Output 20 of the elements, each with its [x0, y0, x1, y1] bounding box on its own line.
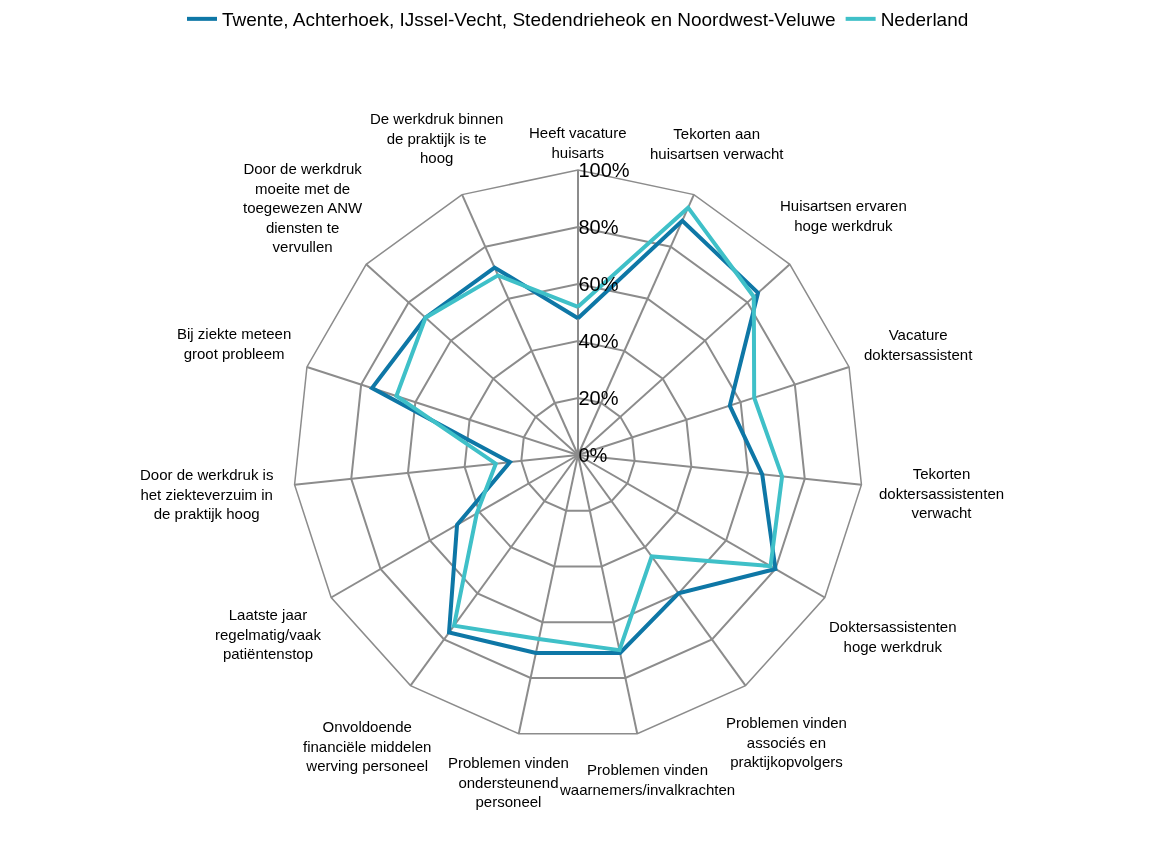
- legend-label: Nederland: [880, 9, 969, 31]
- spoke-label: Door de werkdruk is het ziekteverzuim in de praktijk hoog: [140, 466, 274, 522]
- spoke-label: De werkdruk binnen de praktijk is te hoog: [370, 110, 504, 166]
- spoke-label: Heeft vacature huisarts: [529, 124, 627, 161]
- spoke-label: Onvoldoende financiële middelen werving personeel: [303, 718, 432, 774]
- spoke-label: Problemen vinden associés en praktijkopvolgers: [726, 714, 847, 770]
- legend-label: Twente, Achterhoek, IJssel-Vecht, Stedendrieheok en Noordwest-Veluwe: [222, 9, 836, 31]
- spoke-label: Huisartsen ervaren hoge werkdruk: [780, 197, 907, 234]
- y-tick-label: 100%: [578, 158, 630, 181]
- spoke-label: Tekorten aan huisartsen verwacht: [650, 125, 785, 162]
- y-tick-label: 0%: [578, 443, 608, 466]
- y-tick-label: 20%: [578, 386, 619, 409]
- spoke-label: Vacature doktersassistent: [864, 326, 974, 363]
- spoke-label: Doktersassistenten hoge werkdruk: [829, 618, 957, 655]
- y-tick-label: 40%: [578, 329, 619, 352]
- y-tick-label: 80%: [578, 215, 619, 238]
- spoke-label: Door de werkdruk moeite met de toegewezen ANW diensten te vervullen: [243, 160, 364, 255]
- spoke-label: Tekorten doktersassistenten verwacht: [879, 465, 1005, 521]
- spoke-label: Bij ziekte meteen groot probleem: [177, 325, 292, 362]
- spoke-label: Laatste jaar regelmatig/vaak patiëntenstop: [215, 606, 322, 662]
